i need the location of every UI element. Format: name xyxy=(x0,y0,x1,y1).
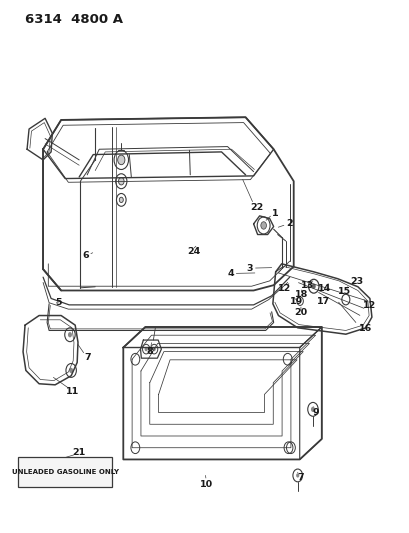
Text: 8: 8 xyxy=(146,347,153,356)
Text: 12: 12 xyxy=(277,285,290,293)
Text: 24: 24 xyxy=(187,247,200,255)
Text: 22: 22 xyxy=(249,203,263,212)
Text: 3: 3 xyxy=(246,264,253,273)
Text: 18: 18 xyxy=(294,290,308,298)
Text: 17: 17 xyxy=(316,297,329,306)
Text: 6: 6 xyxy=(82,251,89,260)
Text: 9: 9 xyxy=(312,408,319,417)
Text: 10: 10 xyxy=(199,480,212,489)
Circle shape xyxy=(69,368,73,373)
Circle shape xyxy=(310,407,314,412)
Text: 23: 23 xyxy=(350,277,363,286)
Text: 20: 20 xyxy=(294,308,307,317)
FancyBboxPatch shape xyxy=(18,457,112,487)
Circle shape xyxy=(119,197,123,203)
Circle shape xyxy=(295,473,299,478)
Circle shape xyxy=(311,284,315,289)
Text: 7: 7 xyxy=(85,353,91,361)
Text: 16: 16 xyxy=(357,324,371,333)
Text: 14: 14 xyxy=(317,285,330,293)
Circle shape xyxy=(68,332,72,337)
Text: 19: 19 xyxy=(290,297,303,306)
Text: 15: 15 xyxy=(337,287,350,295)
Circle shape xyxy=(152,347,155,351)
Circle shape xyxy=(117,155,125,165)
Text: 6314  4800 A: 6314 4800 A xyxy=(25,13,123,26)
Text: 11: 11 xyxy=(66,387,79,395)
Text: 1: 1 xyxy=(271,209,278,218)
Text: 21: 21 xyxy=(72,448,85,457)
Text: UNLEADED GASOLINE ONLY: UNLEADED GASOLINE ONLY xyxy=(11,469,118,475)
Text: 13: 13 xyxy=(301,281,314,290)
Circle shape xyxy=(260,222,266,229)
Text: 12: 12 xyxy=(362,302,375,310)
Text: 5: 5 xyxy=(55,298,62,307)
Text: 2: 2 xyxy=(285,220,292,228)
Text: 7: 7 xyxy=(297,473,303,482)
Circle shape xyxy=(118,177,124,185)
Circle shape xyxy=(144,347,147,351)
Text: 4: 4 xyxy=(227,270,234,278)
